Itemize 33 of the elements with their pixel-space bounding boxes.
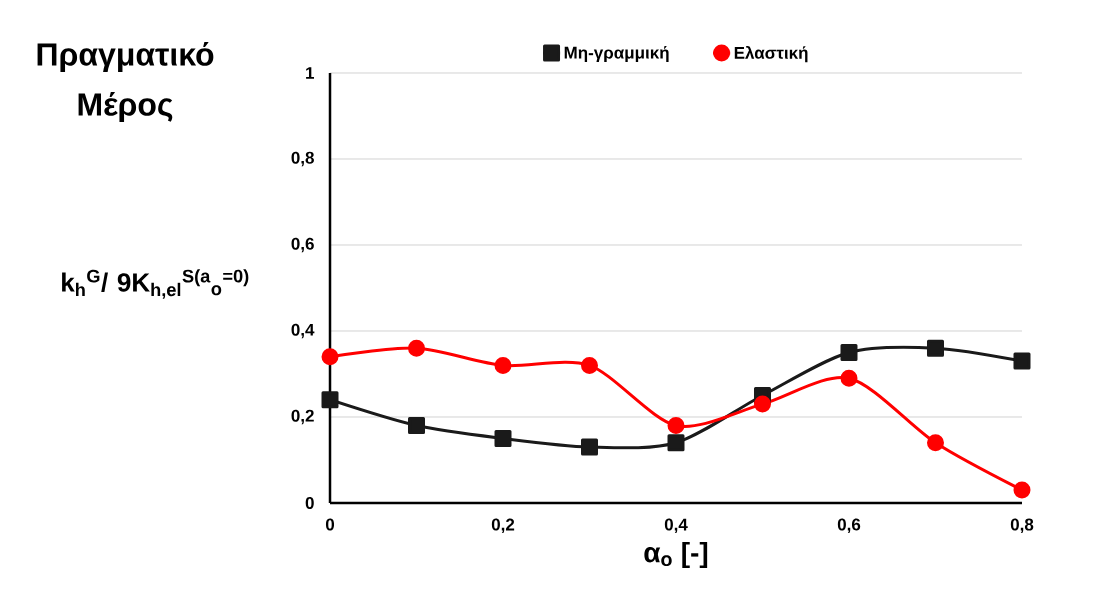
point (408, 339, 426, 357)
legend-label: Ελαστική (734, 45, 808, 63)
x-tick-label: 0 (325, 518, 335, 531)
point (1013, 352, 1031, 370)
x-tick-label: 0,4 (664, 518, 688, 534)
x-axis-title: α$_{o}$ [-] (644, 541, 708, 568)
point (581, 356, 598, 374)
point (321, 391, 339, 409)
point (581, 438, 598, 456)
point (321, 348, 339, 366)
y-tick-label: 0,4 (291, 323, 315, 339)
point (926, 434, 944, 452)
y-tick-label: 0,8 (291, 151, 314, 167)
chart-title: Πραγματικό Μέρος (37, 41, 214, 123)
legend-label: Μη-γραμμική (564, 46, 669, 63)
y-tick-label: 0 (305, 496, 314, 510)
point (840, 343, 858, 361)
point (926, 339, 944, 357)
x-tick-label: 0,6 (837, 518, 861, 534)
x-tick-label: 0,2 (491, 518, 515, 534)
point (840, 369, 858, 387)
y-tick-label: 0,2 (291, 409, 314, 425)
x-tick-label: 0,8 (1010, 518, 1034, 534)
point (408, 417, 426, 435)
point (1013, 481, 1031, 499)
point (494, 429, 512, 447)
point (494, 356, 512, 374)
point (667, 434, 685, 452)
point (754, 395, 771, 413)
y-tick-label: 0,6 (291, 237, 314, 253)
y-axis-title: k$_{h}$$^{G}$/ 9K$_{h,el}$S(ao=0) (62, 269, 249, 299)
y-tick-label: 1 (306, 67, 315, 79)
point (667, 417, 685, 435)
